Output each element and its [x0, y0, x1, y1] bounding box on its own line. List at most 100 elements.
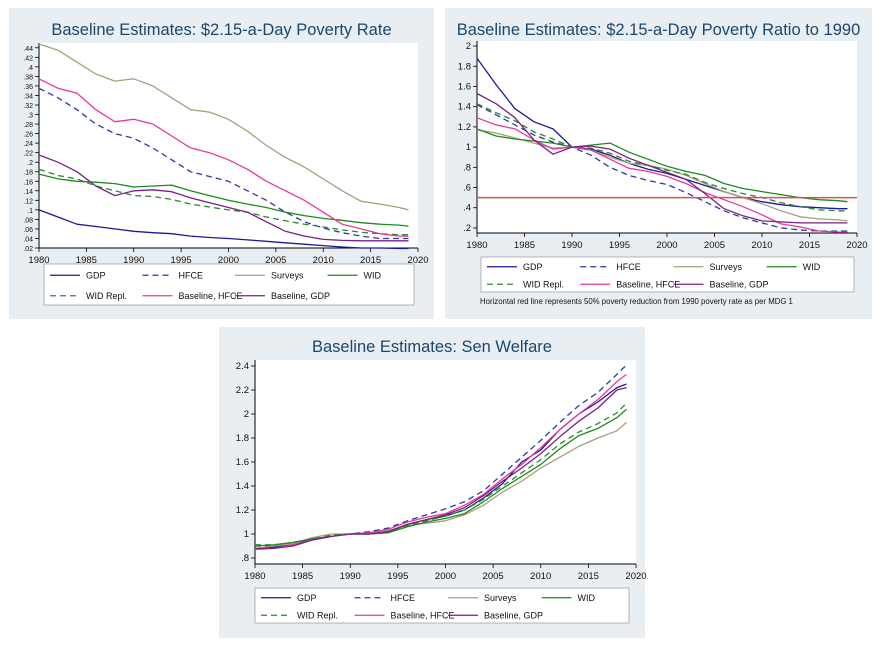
series-line-wid — [476, 128, 848, 203]
poverty-rate-chart-panel: Baseline Estimates: $2.15-a-Day Poverty … — [9, 8, 434, 319]
y-tick-label: 1 — [466, 142, 471, 153]
x-tick-label: 1990 — [561, 240, 582, 251]
series-line-wid-repl — [255, 402, 627, 546]
x-tick-label: 2015 — [578, 571, 599, 582]
y-tick-label: .4 — [27, 65, 33, 72]
y-tick-label: .42 — [23, 55, 33, 62]
plot-area — [255, 360, 636, 564]
series-line-baseline-hfce — [476, 117, 848, 233]
y-tick-label: .2 — [463, 223, 471, 234]
y-tick-label: .34 — [23, 93, 33, 100]
y-tick-label: .14 — [23, 189, 33, 196]
series-line-baseline-hfce — [38, 78, 409, 237]
y-tick-label: .3 — [27, 113, 33, 120]
chart-title: Baseline Estimates: $2.15-a-Day Poverty … — [457, 21, 861, 39]
series-line-wid — [38, 173, 409, 227]
legend-box — [480, 256, 855, 293]
legend-label-hfce: HFCE — [391, 593, 416, 603]
y-tick-label: .6 — [463, 183, 471, 194]
y-tick-label: 1 — [244, 529, 249, 540]
x-tick-label: 2015 — [360, 255, 381, 266]
y-tick-label: 2 — [244, 409, 249, 420]
legend-label-baseline-gdp: Baseline, GDP — [484, 610, 543, 620]
legend-label-wid-repl: WID Repl. — [297, 610, 338, 620]
x-tick-label: 2005 — [483, 571, 504, 582]
series-line-hfce — [476, 104, 848, 232]
plot-area — [39, 43, 418, 248]
y-tick-label: .8 — [463, 162, 471, 173]
series-line-surveys — [254, 421, 627, 550]
y-tick-label: .1 — [27, 208, 33, 215]
y-tick-label: .2 — [27, 160, 33, 167]
x-tick-label: 2020 — [407, 255, 428, 266]
series-line-wid-repl — [38, 168, 409, 236]
y-tick-label: .18 — [23, 170, 33, 177]
x-tick-label: 2015 — [799, 240, 820, 251]
legend-label-wid: WID — [803, 262, 821, 272]
legend-label-baseline-hfce: Baseline, HFCE — [616, 279, 680, 289]
x-tick-label: 2000 — [656, 240, 677, 251]
poverty-ratio-chart-panel: Baseline Estimates: $2.15-a-Day Poverty … — [445, 8, 872, 319]
legend-label-baseline-gdp: Baseline, GDP — [710, 279, 769, 289]
y-tick-label: 2 — [466, 41, 471, 52]
series-line-gdp — [476, 57, 848, 210]
chart-title: Baseline Estimates: Sen Welfare — [312, 338, 552, 356]
x-tick-label: 1995 — [171, 255, 192, 266]
sen-welfare-chart-panel: Baseline Estimates: Sen Welfare 2.4 2.2 2 1.… — [219, 327, 647, 638]
legend-label-gdp: GDP — [86, 270, 106, 280]
y-tick-label: 1.4 — [458, 102, 471, 113]
y-tick-label: 1.6 — [236, 457, 249, 468]
y-tick-label: 1.2 — [236, 505, 249, 516]
y-tick-label: .36 — [23, 84, 33, 91]
legend-label-hfce: HFCE — [179, 270, 204, 280]
y-tick-label: .38 — [23, 74, 33, 81]
y-tick-label: .12 — [23, 198, 33, 205]
x-tick-label: 2005 — [704, 240, 725, 251]
y-tick-label: 1.6 — [458, 81, 471, 92]
series-line-surveys — [38, 43, 409, 211]
x-tick-label: 2010 — [530, 571, 551, 582]
y-tick-label: .08 — [23, 217, 33, 224]
x-tick-label: 1985 — [76, 255, 97, 266]
x-tick-label: 1990 — [340, 571, 361, 582]
series-line-baseline-gdp — [476, 92, 848, 224]
y-tick-label: 1.8 — [236, 433, 249, 444]
legend-box — [254, 587, 630, 624]
x-tick-label: 1985 — [292, 571, 313, 582]
legend-label-baseline-hfce: Baseline, HFCE — [391, 610, 455, 620]
y-tick-label: 1.4 — [236, 481, 249, 492]
x-tick-label: 2000 — [218, 255, 239, 266]
y-tick-label: .8 — [241, 553, 249, 564]
y-tick-label: .28 — [23, 122, 33, 129]
sen-welfare-chart: Baseline Estimates: Sen Welfare 2.4 2.2 2 1.… — [236, 338, 647, 624]
legend-label-baseline-gdp: Baseline, GDP — [271, 291, 330, 301]
legend-label-surveys: Surveys — [710, 262, 743, 272]
series-line-wid-repl — [476, 103, 848, 212]
x-tick-label: 1980 — [28, 255, 49, 266]
legend-label-baseline-hfce: Baseline, HFCE — [179, 291, 243, 301]
legend-label-gdp: GDP — [523, 262, 543, 272]
legend-label-wid-repl: WID Repl. — [86, 291, 127, 301]
y-tick-label: .04 — [23, 236, 33, 243]
poverty-ratio-chart: Baseline Estimates: $2.15-a-Day Poverty … — [457, 21, 868, 306]
y-tick-label: .22 — [23, 151, 33, 158]
legend-label-surveys: Surveys — [271, 270, 304, 280]
legend-label-hfce: HFCE — [616, 262, 641, 272]
legend-label-wid: WID — [364, 270, 382, 280]
x-tick-label: 2020 — [625, 571, 646, 582]
x-tick-label: 1980 — [466, 240, 487, 251]
plot-area — [477, 41, 857, 233]
y-tick-label: .06 — [23, 227, 33, 234]
legend-label-gdp: GDP — [297, 593, 317, 603]
series-line-baseline-gdp — [255, 386, 627, 550]
x-tick-label: 1985 — [514, 240, 535, 251]
x-tick-label: 2000 — [435, 571, 456, 582]
x-tick-label: 2020 — [846, 240, 867, 251]
x-tick-label: 1995 — [609, 240, 630, 251]
y-tick-label: .4 — [463, 203, 471, 214]
legend-label-wid: WID — [578, 593, 596, 603]
series-line-baseline-gdp — [38, 154, 409, 242]
chart-note: Horizontal red line represents 50% pover… — [480, 297, 793, 306]
series-line-gdp — [38, 209, 409, 250]
y-tick-label: 1.8 — [458, 61, 471, 72]
